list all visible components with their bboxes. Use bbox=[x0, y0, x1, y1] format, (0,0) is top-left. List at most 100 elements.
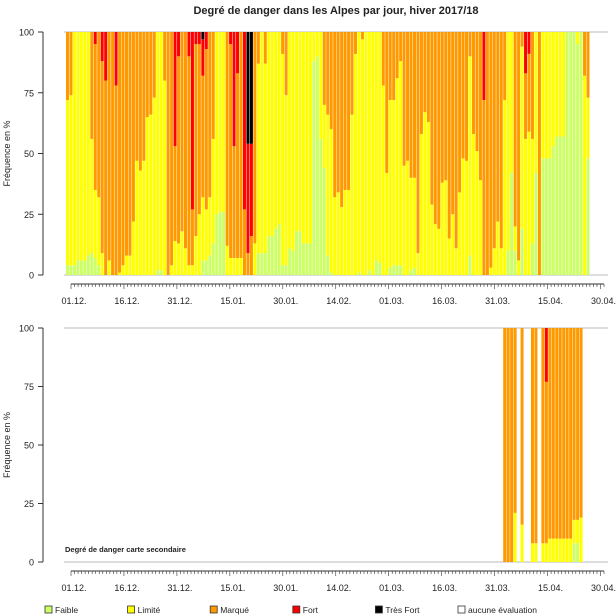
bar-segment-limité bbox=[395, 78, 399, 266]
bar-segment-limité bbox=[201, 197, 205, 261]
bar-segment-marqué bbox=[128, 32, 132, 256]
bar-segment-marqué bbox=[253, 32, 257, 244]
bar-segment-limité bbox=[527, 131, 531, 275]
bar-segment-faible bbox=[156, 270, 160, 275]
bar-segment-faible bbox=[93, 257, 97, 275]
bar-segment-marqué bbox=[520, 328, 524, 525]
bar-segment-marqué bbox=[471, 32, 475, 135]
bar-segment-faible bbox=[291, 250, 295, 275]
bar-segment-marqué bbox=[246, 253, 250, 275]
x-tick-label: 31.12. bbox=[167, 583, 192, 593]
bar-segment-limité bbox=[357, 32, 361, 273]
bar-segment-marqué bbox=[534, 328, 538, 544]
bar-segment-limité bbox=[520, 524, 524, 562]
bar-segment-faible bbox=[395, 265, 399, 275]
bar-segment-faible bbox=[392, 265, 396, 275]
bar-segment-limité bbox=[440, 182, 444, 275]
bar-segment-marqué bbox=[180, 32, 184, 232]
bar-segment-limité bbox=[312, 32, 316, 62]
bar-segment-marqué bbox=[145, 32, 149, 118]
bar-segment-limité bbox=[430, 204, 434, 275]
bar-segment-marqué bbox=[121, 32, 125, 266]
bar-segment-fort bbox=[242, 32, 246, 210]
secondary-map-panel: 0 25 50 75 100 Fréquence en % 01.12. 16.12. 31.1… bbox=[2, 324, 616, 594]
bar-segment-limité bbox=[208, 197, 212, 256]
bar-segment-faible bbox=[367, 270, 371, 275]
bar-segment-marqué bbox=[544, 381, 548, 544]
bar-segment-limité bbox=[239, 257, 243, 275]
bar-segment-limité bbox=[350, 114, 354, 276]
bar-segment-marqué bbox=[416, 32, 420, 254]
bar-segment-marqué bbox=[451, 32, 455, 215]
bar-segment-faible bbox=[572, 543, 576, 562]
bar-segment-limité bbox=[180, 231, 184, 275]
bar-segment-limité bbox=[579, 517, 583, 562]
bar-segment-limité bbox=[510, 32, 514, 173]
bar-segment-limité bbox=[562, 538, 566, 562]
bar-segment-limité bbox=[513, 512, 517, 562]
y-tick-label: 25 bbox=[24, 210, 34, 220]
bar-segment-marqué bbox=[510, 328, 514, 562]
bar-segment-limité bbox=[548, 32, 552, 159]
bar-segment-limité bbox=[402, 165, 406, 275]
bar-segment-marqué bbox=[149, 32, 153, 115]
bar-segment-limité bbox=[260, 32, 264, 254]
bar-segment-limité bbox=[558, 32, 562, 137]
bar-segment-fort bbox=[544, 328, 548, 382]
bar-segment-limité bbox=[152, 97, 156, 275]
bar-segment-faible bbox=[565, 32, 569, 275]
bar-segment-marqué bbox=[97, 32, 101, 198]
bar-segment-limité bbox=[97, 197, 101, 266]
bar-segment-marqué bbox=[583, 32, 587, 76]
bar-segment-limité bbox=[423, 112, 427, 275]
bar-segment-limité bbox=[118, 272, 122, 275]
legend-swatch bbox=[457, 605, 466, 614]
bar-segment-marqué bbox=[513, 328, 517, 513]
bar-segment-limité bbox=[520, 46, 524, 229]
bar-segment-limité bbox=[534, 32, 538, 173]
bar-segment-limité bbox=[555, 538, 559, 562]
bar-segment-limité bbox=[555, 32, 559, 137]
bar-segment-faible bbox=[218, 211, 222, 275]
bar-segment-fort bbox=[204, 32, 208, 50]
bar-segment-marqué bbox=[388, 32, 392, 101]
bar-segment-fort bbox=[177, 32, 181, 57]
bar-segment-limité bbox=[204, 209, 208, 261]
bar-segment-limité bbox=[177, 243, 181, 275]
bar-segment-faible bbox=[274, 228, 278, 275]
bar-segment-fort bbox=[194, 32, 198, 45]
bar-segment-faible bbox=[329, 272, 333, 275]
bar-segment-limité bbox=[371, 32, 375, 275]
bar-segment-marqué bbox=[423, 32, 427, 113]
bar-segment-faible bbox=[378, 262, 382, 275]
bar-segment-marqué bbox=[430, 32, 434, 205]
bar-segment-limité bbox=[548, 538, 552, 562]
x-tick-label: 31.03. bbox=[485, 583, 510, 593]
bar-segment-fort bbox=[190, 32, 194, 210]
bar-segment-limité bbox=[347, 189, 351, 275]
bar-segment-limité bbox=[298, 32, 302, 232]
bar-segment-marqué bbox=[90, 32, 94, 139]
bar-segment-marqué bbox=[579, 328, 583, 518]
bar-segment-marqué bbox=[135, 32, 139, 161]
bar-segment-marqué bbox=[385, 32, 389, 173]
bar-segment-faible bbox=[83, 260, 87, 275]
bar-segment-limité bbox=[392, 100, 396, 266]
secondary-annotation: Degré de danger carte secondaire bbox=[65, 545, 186, 554]
bar-segment-marqué bbox=[118, 32, 122, 273]
bar-segment-faible bbox=[97, 265, 101, 275]
bar-segment-marqué bbox=[142, 32, 146, 161]
bar-segment-faible bbox=[572, 32, 576, 275]
bar-segment-limité bbox=[586, 97, 590, 159]
bar-segment-limité bbox=[277, 32, 281, 224]
bar-segment-marqué bbox=[419, 32, 423, 135]
legend-swatch bbox=[292, 605, 301, 614]
bar-segment-faible bbox=[90, 253, 94, 275]
legend-swatch bbox=[127, 605, 135, 614]
bar-segment-limité bbox=[544, 32, 548, 159]
bar-segment-limité bbox=[128, 255, 132, 275]
bar-segment-faible bbox=[569, 32, 573, 275]
bar-segment-limité bbox=[159, 32, 163, 271]
bar-segment-limité bbox=[183, 248, 187, 275]
bar-segment-faible bbox=[576, 543, 580, 562]
